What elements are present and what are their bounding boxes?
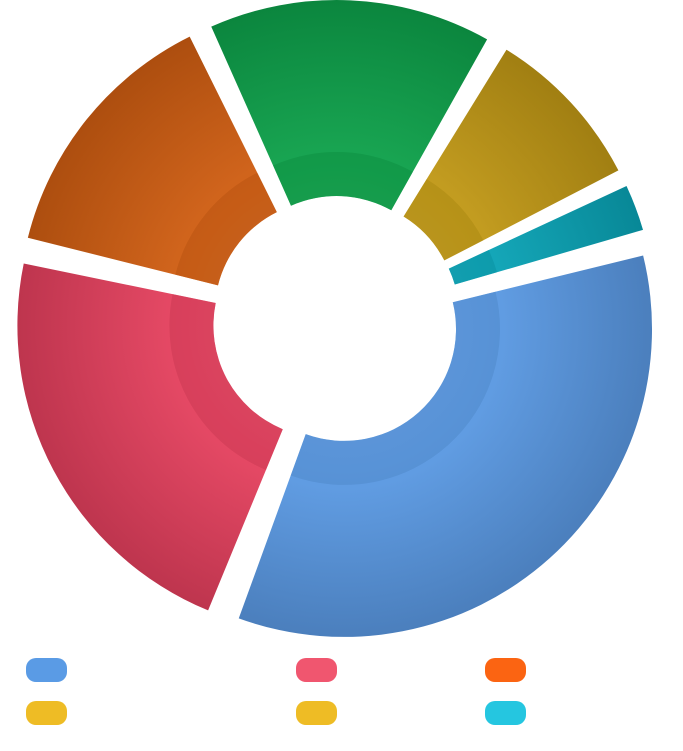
donut-chart: [17, 0, 653, 637]
slice-2-inner-band: [169, 294, 283, 470]
legend-item-4[interactable]: [26, 700, 75, 726]
legend-item-2[interactable]: [296, 657, 345, 683]
slice-5[interactable]: [403, 49, 619, 261]
slice-6-inner-band: [448, 250, 498, 285]
slice-2[interactable]: [17, 263, 283, 611]
legend-item-6[interactable]: [485, 700, 534, 726]
legend-swatch-4: [26, 701, 67, 725]
legend-item-3[interactable]: [485, 657, 534, 683]
legend: [0, 650, 683, 740]
slice-4-inner-band: [273, 152, 413, 211]
legend-swatch-5: [296, 701, 337, 725]
legend-swatch-2: [296, 658, 337, 682]
legend-swatch-1: [26, 658, 67, 682]
slice-5-inner-band: [403, 179, 484, 261]
slice-6-outer: [448, 185, 644, 285]
slice-1[interactable]: [238, 255, 653, 637]
legend-item-1[interactable]: [26, 657, 75, 683]
legend-swatch-6: [485, 701, 526, 725]
slice-3-inner-band: [175, 172, 277, 286]
slice-3[interactable]: [27, 36, 277, 286]
slice-4[interactable]: [211, 0, 488, 211]
slice-1-inner-band: [290, 291, 501, 485]
legend-item-5[interactable]: [296, 700, 345, 726]
slice-4-outer: [211, 0, 488, 211]
legend-swatch-3: [485, 658, 526, 682]
slice-6[interactable]: [448, 185, 644, 285]
slice-2-outer: [17, 263, 283, 611]
